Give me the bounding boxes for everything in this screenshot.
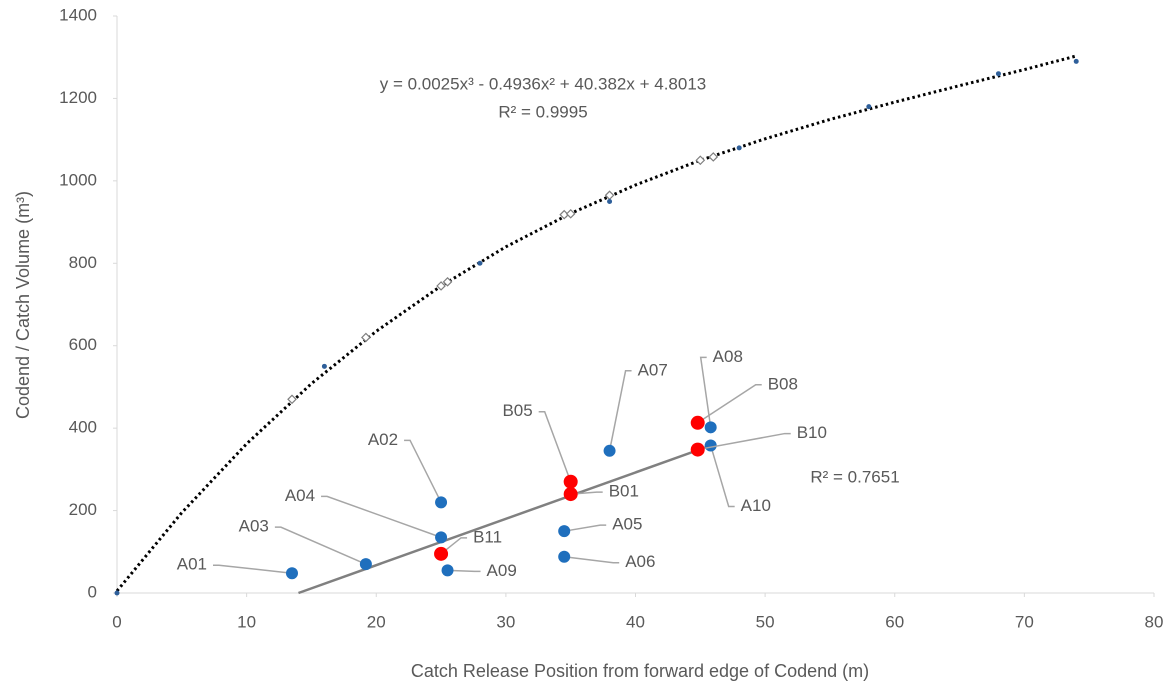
point-label: B05 [502, 401, 532, 420]
diamond-point [695, 155, 706, 166]
point-label: B11 [473, 527, 502, 546]
small-point [114, 590, 120, 596]
point-label: A01 [177, 555, 207, 574]
diamond-point [708, 152, 719, 162]
small-point [321, 363, 327, 369]
point [435, 531, 448, 544]
x-tick-label: 20 [367, 612, 386, 631]
leader-line [447, 569, 481, 573]
trend-equation: y = 0.0025x³ - 0.4936x² + 40.382x + 4.80… [380, 74, 707, 93]
point [704, 421, 717, 434]
point-label: A05 [612, 515, 642, 534]
diamond-point [436, 281, 446, 291]
x-tick-label: 0 [112, 612, 121, 631]
diamond-point [287, 394, 297, 405]
trend-line [115, 54, 1077, 592]
point-label: A04 [285, 486, 315, 505]
diamond-point [442, 276, 453, 287]
diamond-point [565, 208, 576, 219]
y-axis-title: Codend / Catch Volume (m³) [13, 191, 33, 419]
point [435, 496, 448, 509]
y-tick-label: 400 [69, 418, 97, 437]
small-point [995, 71, 1001, 77]
leader-line [538, 410, 572, 482]
diamond-point [361, 332, 371, 343]
y-tick-label: 1000 [59, 170, 97, 189]
point [359, 558, 372, 571]
x-tick-label: 70 [1015, 612, 1034, 631]
point-label: A06 [625, 552, 655, 571]
point-label: A10 [741, 496, 771, 515]
point [563, 474, 578, 489]
leader-line [564, 555, 620, 564]
x-tick-label: 30 [496, 612, 515, 631]
leader-line [697, 432, 791, 451]
leader-line [570, 491, 603, 495]
leader-line [321, 495, 442, 539]
point [690, 442, 705, 457]
point-label: B08 [768, 374, 798, 393]
linear-r2: R² = 0.7651 [810, 467, 899, 486]
leader-line [697, 384, 762, 424]
point [441, 564, 454, 577]
point [563, 487, 578, 502]
point-label: B10 [797, 423, 827, 442]
point [558, 550, 571, 563]
small-point [607, 198, 613, 204]
leader-line [274, 526, 367, 565]
leader-line [212, 564, 293, 574]
point [603, 444, 616, 457]
small-point [477, 260, 483, 266]
x-tick-label: 40 [626, 612, 645, 631]
point-label: A09 [487, 561, 517, 580]
small-point [736, 145, 742, 151]
y-tick-label: 0 [88, 582, 97, 601]
leader-line [404, 439, 442, 503]
x-tick-label: 50 [756, 612, 775, 631]
point-label: A03 [239, 517, 269, 536]
leader-line [440, 537, 468, 555]
point [434, 546, 449, 561]
x-tick-label: 10 [237, 612, 256, 631]
point-label: A07 [638, 360, 668, 379]
point [285, 567, 298, 580]
y-tick-label: 1200 [59, 88, 97, 107]
leader-line [564, 524, 607, 532]
y-tick-label: 200 [69, 500, 97, 519]
leader-line [699, 356, 712, 428]
y-tick-label: 800 [69, 253, 97, 272]
small-point [866, 104, 872, 110]
point [558, 525, 571, 538]
point-label: A02 [368, 430, 398, 449]
x-axis-title: Catch Release Position from forward edge… [411, 661, 869, 681]
leader-line [608, 370, 632, 451]
y-tick-label: 1400 [59, 5, 97, 24]
point-label: B01 [609, 482, 639, 501]
x-tick-label: 80 [1145, 612, 1164, 631]
point [690, 415, 705, 430]
y-tick-label: 600 [69, 335, 97, 354]
leader-line [709, 445, 735, 508]
point [704, 439, 717, 452]
point-label: A08 [713, 347, 743, 366]
small-point [1073, 58, 1079, 64]
x-tick-label: 60 [885, 612, 904, 631]
trend-r2: R² = 0.9995 [498, 102, 587, 121]
